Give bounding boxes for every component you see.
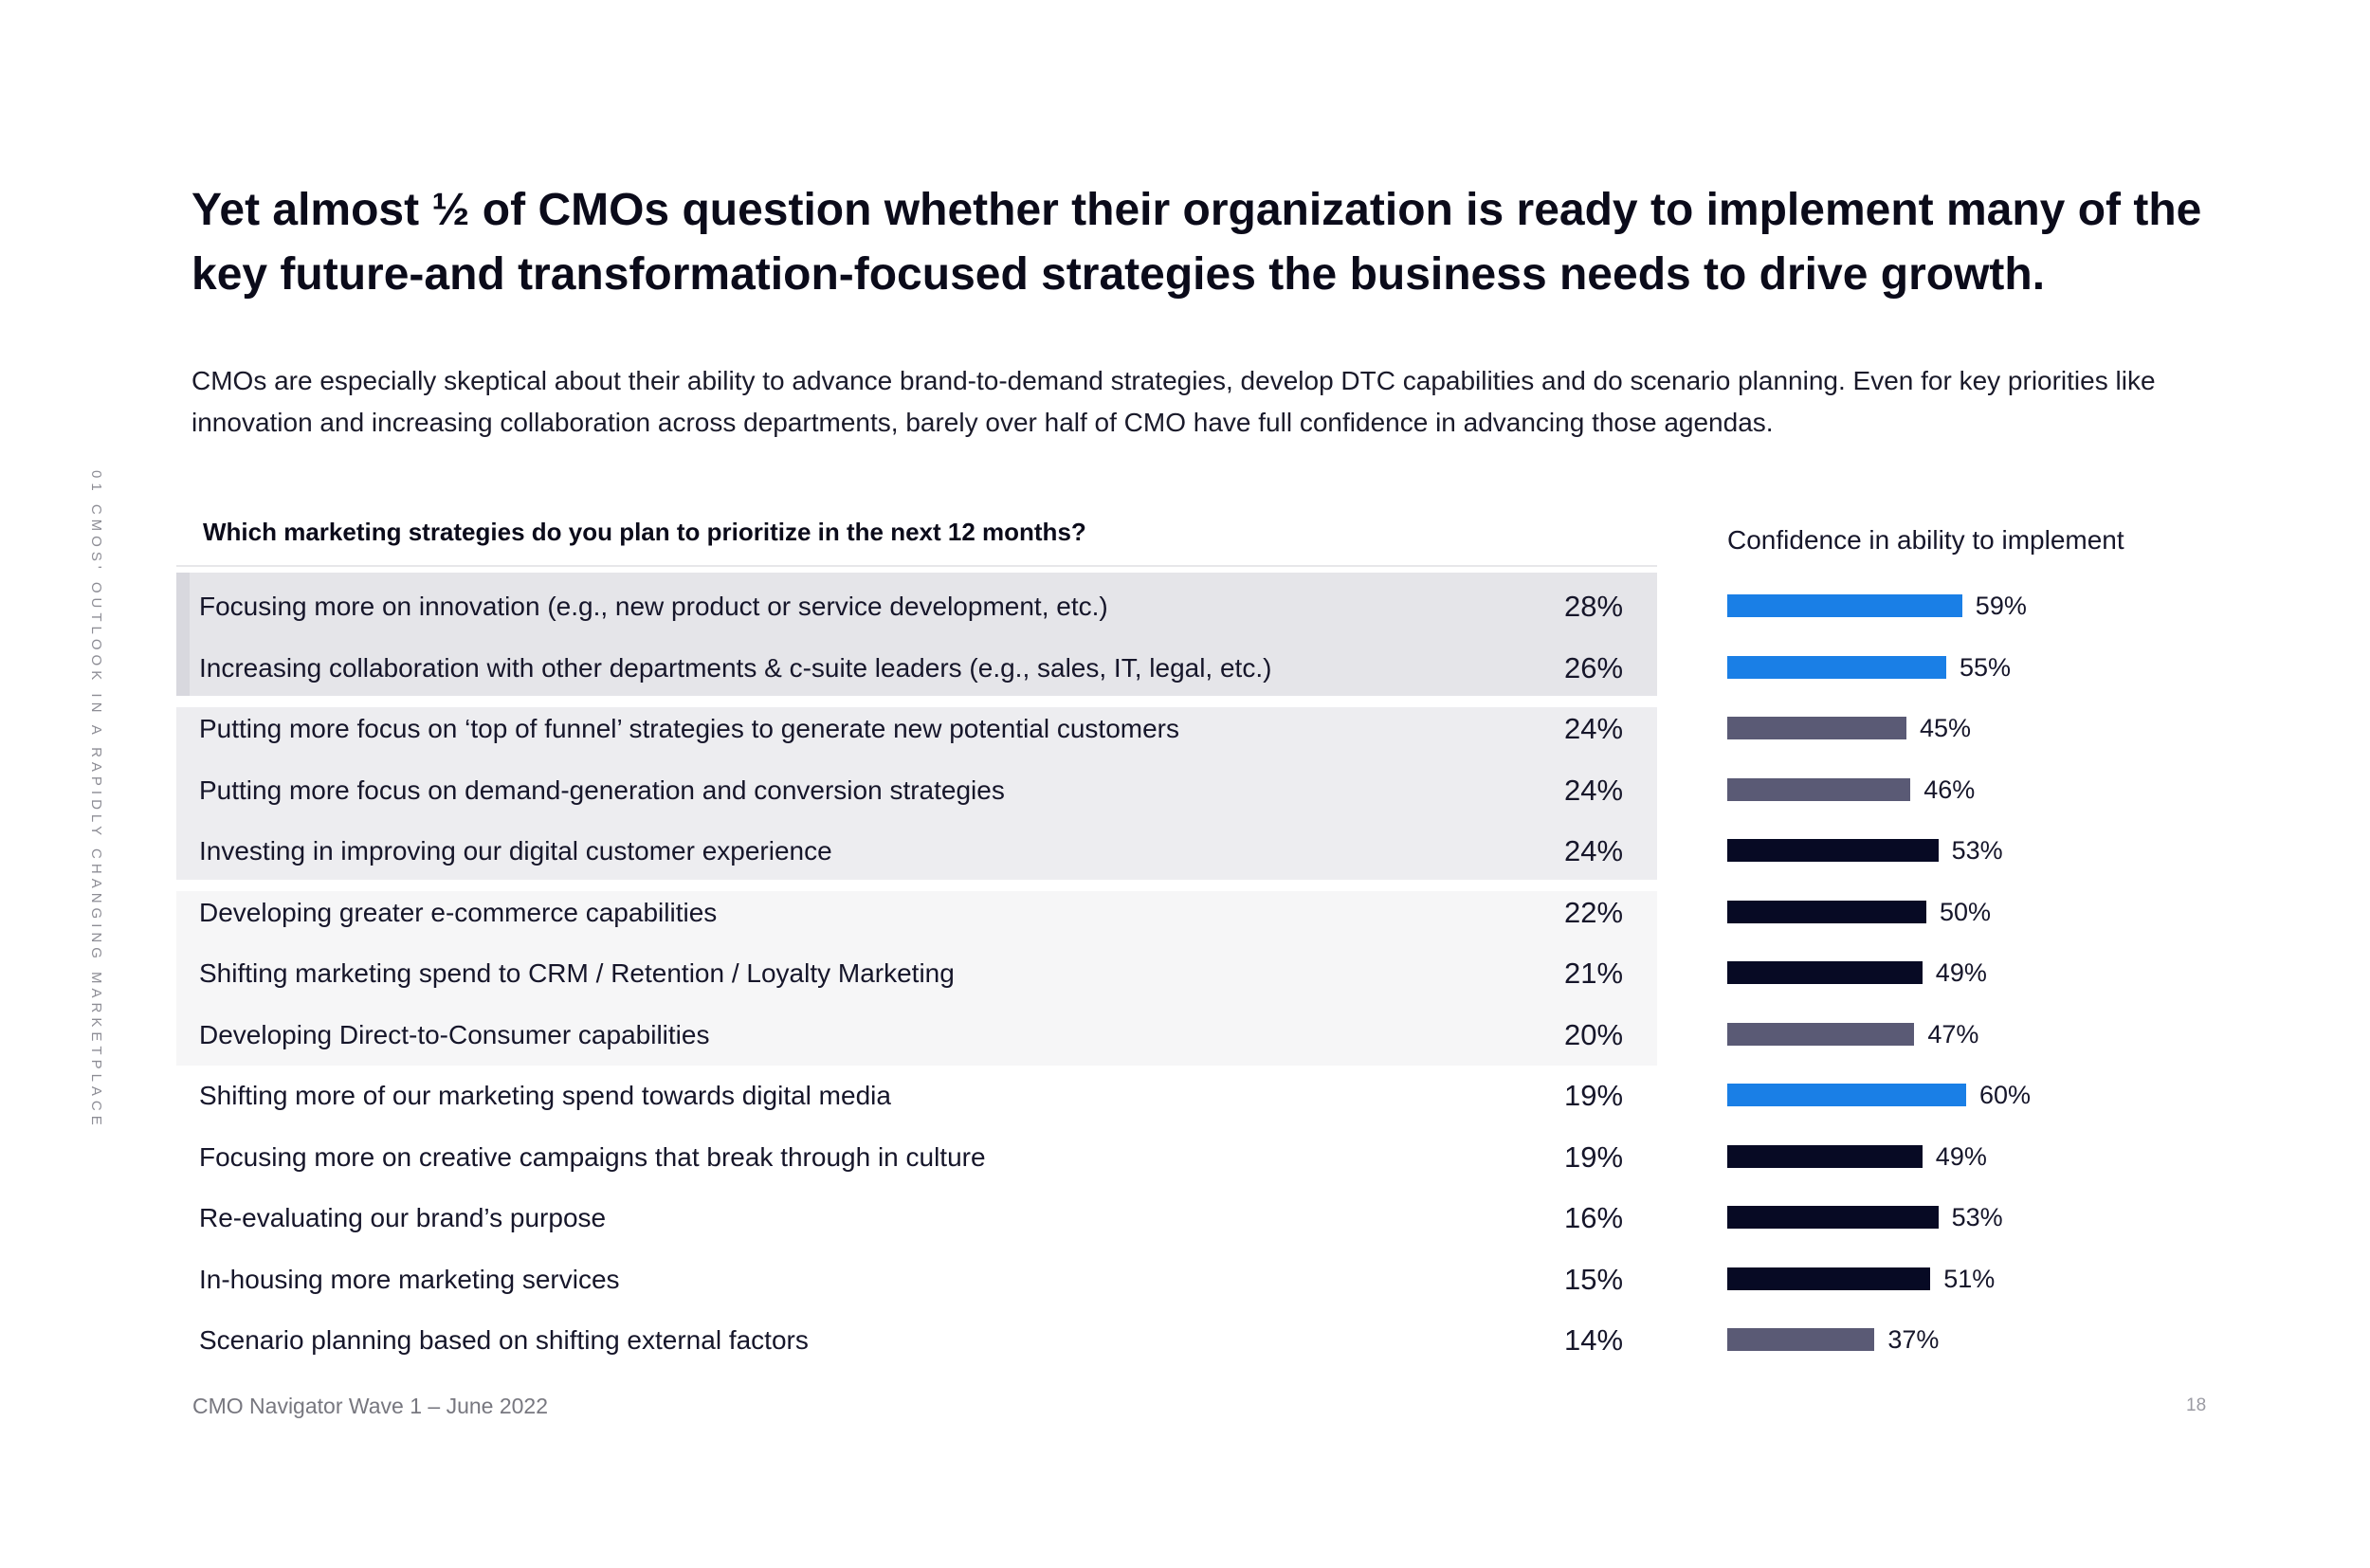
confidence-value-label: 46% bbox=[1923, 775, 1976, 804]
table-row: Developing Direct-to-Consumer capabiliti… bbox=[199, 1014, 1640, 1056]
strategy-label: Developing greater e-commerce capabiliti… bbox=[199, 897, 718, 927]
strategy-label: Focusing more on innovation (e.g., new p… bbox=[199, 592, 1108, 621]
confidence-value-label: 49% bbox=[1935, 958, 1987, 987]
confidence-value-label: 47% bbox=[1927, 1019, 1979, 1048]
strategy-label: Putting more focus on ‘top of funnel’ st… bbox=[199, 714, 1180, 743]
confidence-bar bbox=[1727, 717, 1906, 739]
table-band-lower bbox=[176, 891, 1657, 1066]
priority-percent: 20% bbox=[1564, 1017, 1624, 1051]
confidence-value-label: 37% bbox=[1887, 1325, 1940, 1354]
confidence-bar bbox=[1727, 900, 1926, 923]
table-row: Putting more focus on ‘top of funnel’ st… bbox=[199, 708, 1640, 750]
confidence-value-label: 55% bbox=[1960, 652, 2012, 682]
confidence-bar bbox=[1727, 1144, 1923, 1168]
strategy-label: Shifting marketing spend to CRM / Retent… bbox=[199, 958, 955, 988]
table-row: Scenario planning based on shifting exte… bbox=[199, 1320, 1640, 1361]
confidence-value-label: 45% bbox=[1920, 714, 1972, 742]
confidence-bar bbox=[1727, 1328, 1875, 1351]
strategy-label: Focusing more on creative campaigns that… bbox=[199, 1141, 986, 1172]
strategy-label: In-housing more marketing services bbox=[199, 1264, 620, 1294]
strategy-label: Putting more focus on demand-generation … bbox=[199, 775, 1005, 805]
confidence-bar bbox=[1727, 961, 1923, 984]
page-headline: Yet almost ½ of CMOs question whether th… bbox=[191, 185, 2202, 300]
table-row: In-housing more marketing services 15% bbox=[199, 1259, 1640, 1301]
priority-percent: 28% bbox=[1564, 590, 1624, 623]
confidence-bar bbox=[1727, 1022, 1915, 1046]
priority-percent: 15% bbox=[1564, 1262, 1624, 1296]
table-band-middle bbox=[176, 707, 1657, 880]
footer-source: CMO Navigator Wave 1 – June 2022 bbox=[192, 1394, 548, 1418]
confidence-bar bbox=[1727, 777, 1911, 801]
confidence-bar bbox=[1727, 594, 1962, 617]
confidence-bar bbox=[1727, 1206, 1939, 1229]
priority-percent: 19% bbox=[1564, 1079, 1624, 1112]
priority-percent: 24% bbox=[1564, 834, 1624, 867]
confidence-value-label: 59% bbox=[1975, 592, 2027, 620]
strategy-label: Re-evaluating our brand’s purpose bbox=[199, 1203, 607, 1232]
section-side-label: 01 CMOS' OUTLOOK IN A RAPIDLY CHANGING M… bbox=[88, 470, 104, 1130]
priority-percent: 22% bbox=[1564, 895, 1624, 929]
table-row: Re-evaluating our brand’s purpose 16% bbox=[199, 1197, 1640, 1239]
table-row: Increasing collaboration with other depa… bbox=[199, 647, 1640, 689]
survey-question: Which marketing strategies do you plan t… bbox=[203, 518, 1086, 546]
priority-percent: 19% bbox=[1564, 1140, 1624, 1174]
confidence-value-label: 53% bbox=[1951, 836, 2003, 865]
confidence-bar bbox=[1727, 1084, 1966, 1106]
confidence-value-label: 60% bbox=[1979, 1081, 2032, 1109]
confidence-value-label: 51% bbox=[1943, 1264, 1996, 1293]
confidence-title: Confidence in ability to implement bbox=[1727, 525, 2124, 555]
confidence-bar bbox=[1727, 655, 1946, 679]
table-row: Developing greater e-commerce capabiliti… bbox=[199, 892, 1640, 934]
priority-percent: 14% bbox=[1564, 1323, 1624, 1357]
confidence-bar bbox=[1727, 1267, 1931, 1290]
strategy-label: Shifting more of our marketing spend tow… bbox=[199, 1081, 891, 1110]
table-row: Shifting more of our marketing spend tow… bbox=[199, 1075, 1640, 1117]
table-band-top bbox=[176, 573, 1657, 696]
strategy-label: Investing in improving our digital custo… bbox=[199, 836, 832, 866]
confidence-value-label: 50% bbox=[1940, 897, 1992, 926]
table-row: Shifting marketing spend to CRM / Retent… bbox=[199, 953, 1640, 994]
confidence-bar bbox=[1727, 839, 1939, 862]
strategy-label: Developing Direct-to-Consumer capabiliti… bbox=[199, 1019, 710, 1049]
table-row: Focusing more on creative campaigns that… bbox=[199, 1137, 1640, 1178]
priority-percent: 21% bbox=[1564, 957, 1624, 990]
strategy-label: Scenario planning based on shifting exte… bbox=[199, 1325, 809, 1355]
page-subtitle: CMOs are especially skeptical about thei… bbox=[191, 366, 2156, 437]
page-number: 18 bbox=[2186, 1395, 2207, 1415]
table-row: Focusing more on innovation (e.g., new p… bbox=[199, 586, 1640, 628]
priority-percent: 16% bbox=[1564, 1201, 1624, 1234]
table-row: Investing in improving our digital custo… bbox=[199, 830, 1640, 872]
table-band-notch bbox=[176, 573, 190, 696]
question-divider bbox=[176, 565, 1657, 567]
confidence-value-label: 49% bbox=[1935, 1141, 1987, 1171]
confidence-value-label: 53% bbox=[1951, 1203, 2003, 1231]
priority-percent: 24% bbox=[1564, 712, 1624, 745]
priority-percent: 26% bbox=[1564, 650, 1624, 684]
priority-percent: 24% bbox=[1564, 773, 1624, 807]
strategy-label: Increasing collaboration with other depa… bbox=[199, 652, 1272, 683]
table-row: Putting more focus on demand-generation … bbox=[199, 770, 1640, 811]
